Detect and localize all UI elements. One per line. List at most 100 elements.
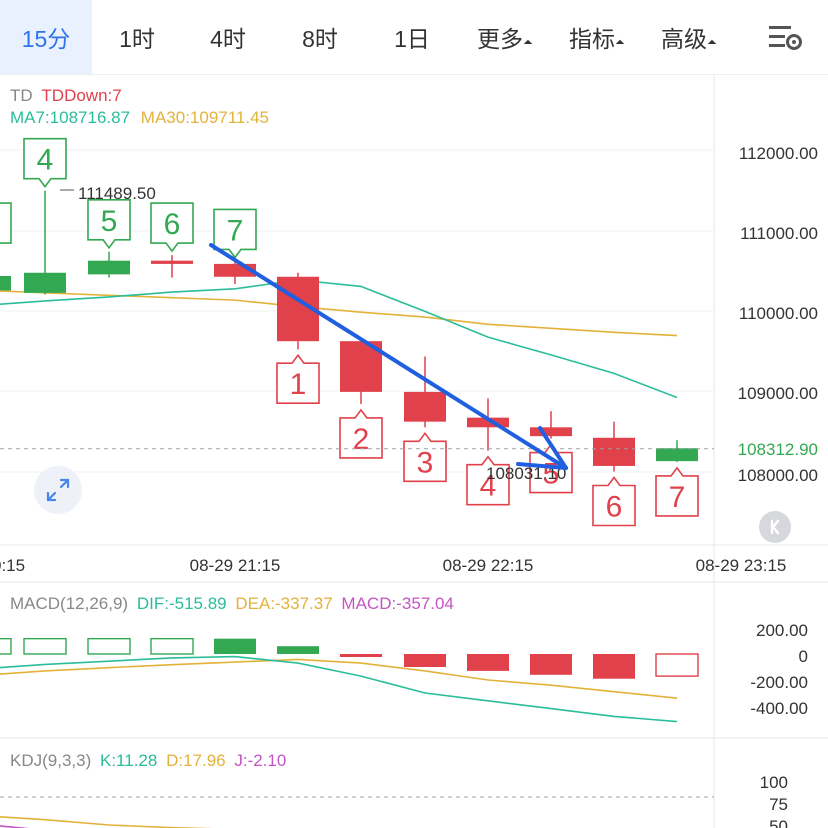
td-marker-box bbox=[592, 476, 636, 527]
time-tick-label: 0:15 bbox=[0, 556, 25, 575]
macd-bar bbox=[23, 637, 67, 655]
tab-5[interactable]: 更多 bbox=[458, 0, 550, 74]
macd-bar bbox=[404, 654, 446, 667]
macd-bar bbox=[150, 637, 194, 655]
expand-icon bbox=[46, 478, 70, 502]
tab-7[interactable]: 高级 bbox=[642, 0, 734, 74]
macd-bar bbox=[87, 637, 131, 655]
dropdown-caret-icon bbox=[707, 39, 717, 49]
candle-body bbox=[151, 260, 193, 264]
candle-body bbox=[24, 272, 66, 293]
time-tick-label: 08-29 23:15 bbox=[696, 556, 787, 575]
kdj-tick-label: 50 bbox=[769, 817, 788, 828]
ma30-line bbox=[0, 290, 678, 337]
price-tick-label: 111000.00 bbox=[740, 224, 818, 243]
kdj-d: D:17.96 bbox=[166, 751, 226, 770]
tab-1[interactable]: 1时 bbox=[92, 0, 182, 74]
td-marker-box bbox=[150, 202, 194, 253]
macd-bar bbox=[277, 646, 319, 654]
td-marker-box bbox=[403, 431, 447, 483]
tab-label: 1日 bbox=[394, 26, 430, 52]
td-marker-number: 4 bbox=[37, 144, 54, 177]
macd-tick-label: -200.00 bbox=[750, 673, 808, 692]
tab-4[interactable]: 1日 bbox=[366, 0, 458, 74]
price-tick-label: 112000.00 bbox=[739, 144, 818, 163]
trend-arrow-line bbox=[209, 243, 568, 470]
td-label: TD bbox=[10, 86, 33, 105]
candle-body bbox=[0, 275, 11, 291]
macd-value: MACD:-357.04 bbox=[341, 594, 454, 613]
scroll-to-latest-button[interactable] bbox=[759, 511, 791, 543]
macd-tick-label: 0 bbox=[799, 647, 808, 666]
macd-bar bbox=[593, 654, 635, 679]
current-price-label: 108312.90 bbox=[738, 440, 818, 459]
candle-body bbox=[277, 276, 319, 342]
macd-dea: DEA:-337.37 bbox=[235, 594, 333, 613]
tab-label: 15分 bbox=[21, 26, 71, 52]
candle-body bbox=[656, 448, 698, 462]
tab-label: 4时 bbox=[210, 26, 246, 52]
td-marker-number: 6 bbox=[606, 491, 623, 524]
tab-0[interactable]: 15分 bbox=[0, 0, 92, 74]
td-marker-number: 6 bbox=[164, 208, 181, 241]
td-marker-box bbox=[276, 353, 320, 405]
ma30-value: MA30:109711.45 bbox=[140, 108, 270, 127]
tab-label: 更多 bbox=[477, 26, 523, 52]
macd-tick-label: -400.00 bbox=[750, 699, 808, 718]
macd-bar bbox=[655, 653, 699, 677]
chart-settings-icon[interactable] bbox=[768, 22, 802, 52]
dif-line bbox=[0, 655, 678, 723]
tab-2[interactable]: 4时 bbox=[182, 0, 274, 74]
macd-bar bbox=[340, 654, 382, 657]
macd-bar bbox=[214, 638, 256, 654]
macd-legend: MACD(12,26,9) DIF:-515.89 DEA:-337.37 MA… bbox=[10, 594, 454, 614]
candle-body bbox=[593, 437, 635, 466]
td-marker-box bbox=[339, 408, 383, 459]
time-tick-label: 08-29 22:15 bbox=[443, 556, 534, 575]
trend-arrow-head bbox=[516, 426, 568, 470]
time-tick-label: 08-29 21:15 bbox=[190, 556, 281, 575]
high-price-label: 111489.50 bbox=[78, 184, 156, 203]
candle-body bbox=[88, 260, 130, 275]
macd-bar bbox=[530, 654, 572, 675]
tab-label: 高级 bbox=[661, 26, 707, 52]
kdj-d-line bbox=[0, 816, 214, 828]
candle-body bbox=[404, 391, 446, 422]
td-marker-number: 1 bbox=[290, 368, 307, 401]
td-marker-box bbox=[23, 137, 67, 188]
candle-body bbox=[214, 263, 256, 277]
td-marker-number: 2 bbox=[353, 423, 370, 456]
tab-label: 8时 bbox=[302, 26, 338, 52]
td-marker-number: 5 bbox=[543, 458, 560, 491]
kdj-k: K:11.28 bbox=[99, 751, 158, 770]
dropdown-caret-icon bbox=[523, 39, 533, 49]
td-marker-box bbox=[466, 455, 510, 506]
price-tick-label: 108000.00 bbox=[738, 466, 818, 485]
tab-label: 指标 bbox=[569, 26, 615, 52]
td-marker-number: 3 bbox=[417, 446, 434, 479]
tab-label: 1时 bbox=[119, 26, 155, 52]
kdj-tick-label: 75 bbox=[769, 795, 788, 814]
macd-bar bbox=[0, 637, 12, 655]
kdj-tick-label: 100 bbox=[760, 773, 788, 792]
td-marker-box bbox=[87, 199, 131, 250]
kdj-j: J:-2.10 bbox=[234, 751, 287, 770]
double-chevron-left-icon bbox=[770, 519, 780, 535]
td-marker-box bbox=[213, 208, 257, 259]
td-marker-number: 5 bbox=[101, 205, 118, 238]
tab-3[interactable]: 8时 bbox=[274, 0, 366, 74]
expand-button[interactable] bbox=[34, 466, 82, 514]
candle-body bbox=[340, 341, 382, 392]
td-value: TDDown:7 bbox=[41, 86, 122, 105]
ma7-value: MA7:108716.87 bbox=[10, 108, 131, 127]
timeframe-tabs: 15分 1时 4时 8时 1日 更多 指标 高级 bbox=[0, 0, 828, 75]
current-price-bg bbox=[716, 436, 826, 461]
td-marker-box bbox=[0, 202, 12, 244]
price-tick-label: 109000.00 bbox=[738, 384, 818, 403]
td-marker-box bbox=[655, 466, 699, 517]
ma-legend: MA7:108716.87 MA30:109711.45 bbox=[10, 108, 269, 128]
macd-tick-label: 200.00 bbox=[756, 621, 808, 640]
macd-bar bbox=[467, 654, 509, 671]
candle-body bbox=[530, 427, 572, 437]
tab-6[interactable]: 指标 bbox=[550, 0, 642, 74]
